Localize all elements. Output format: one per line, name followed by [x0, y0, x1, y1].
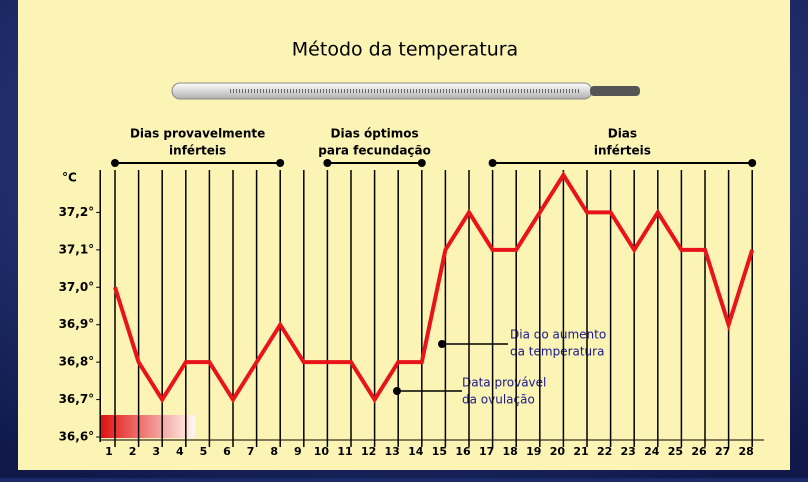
x-tick-label: 22 — [597, 445, 612, 458]
phase-label: inférteis — [169, 144, 226, 158]
phase-label: Dias provavelmente — [130, 127, 265, 141]
x-tick-label: 17 — [479, 445, 494, 458]
callout-text: da ovulação — [462, 393, 535, 407]
x-tick-label: 12 — [361, 445, 376, 458]
x-tick-label: 3 — [152, 445, 160, 458]
x-tick-label: 20 — [550, 445, 566, 458]
x-tick-label: 7 — [247, 445, 255, 458]
phase-label: Dias — [608, 127, 637, 141]
x-tick-label: 5 — [200, 445, 208, 458]
x-tick-label: 26 — [691, 445, 707, 458]
y-tick-label: 37,0° — [59, 280, 95, 294]
y-tick-label: 36,9° — [59, 317, 95, 331]
y-axis-label: °C — [62, 171, 77, 185]
phase-endpoint — [323, 159, 331, 167]
y-tick-label: 36,8° — [59, 355, 95, 369]
y-tick-label: 36,7° — [59, 392, 95, 406]
phase-endpoint — [111, 159, 119, 167]
x-tick-label: 19 — [526, 445, 541, 458]
chart: Método da temperatura Dia do aumento da … — [0, 0, 808, 478]
thermometer — [172, 83, 640, 99]
x-tick-label: 9 — [294, 445, 302, 458]
x-tick-label: 27 — [715, 445, 730, 458]
chart-title: Método da temperatura — [292, 39, 518, 61]
x-tick-label: 25 — [668, 445, 683, 458]
x-tick-label: 23 — [621, 445, 636, 458]
callout-text: Dia do aumento — [510, 328, 606, 342]
x-tick-label: 4 — [176, 445, 184, 458]
phase-label: para fecundação — [318, 144, 431, 158]
y-tick-label: 37,2° — [59, 205, 95, 219]
x-tick-label: 14 — [408, 445, 424, 458]
phase-label: inférteis — [594, 144, 651, 158]
x-tick-label: 18 — [503, 445, 518, 458]
x-tick-label: 24 — [644, 445, 660, 458]
phase-endpoint — [276, 159, 284, 167]
x-tick-label: 8 — [270, 445, 278, 458]
y-tick-label: 37,1° — [59, 242, 95, 256]
callout-text: da temperatura — [510, 345, 604, 359]
y-tick-label: 36,6° — [59, 430, 95, 444]
phase-endpoint — [489, 159, 497, 167]
x-tick-label: 1 — [105, 445, 113, 458]
callout-text: Data provável — [462, 376, 546, 390]
x-tick-label: 28 — [739, 445, 754, 458]
x-tick-label: 21 — [573, 445, 588, 458]
phase-endpoint — [418, 159, 426, 167]
x-tick-label: 6 — [223, 445, 231, 458]
x-tick-label: 16 — [455, 445, 471, 458]
x-tick-label: 15 — [432, 445, 447, 458]
x-tick-label: 10 — [314, 445, 330, 458]
phase-label: Dias óptimos — [331, 127, 419, 141]
phase-endpoint — [748, 159, 756, 167]
x-tick-label: 2 — [129, 445, 137, 458]
x-tick-label: 13 — [385, 445, 400, 458]
x-tick-label: 11 — [337, 445, 352, 458]
